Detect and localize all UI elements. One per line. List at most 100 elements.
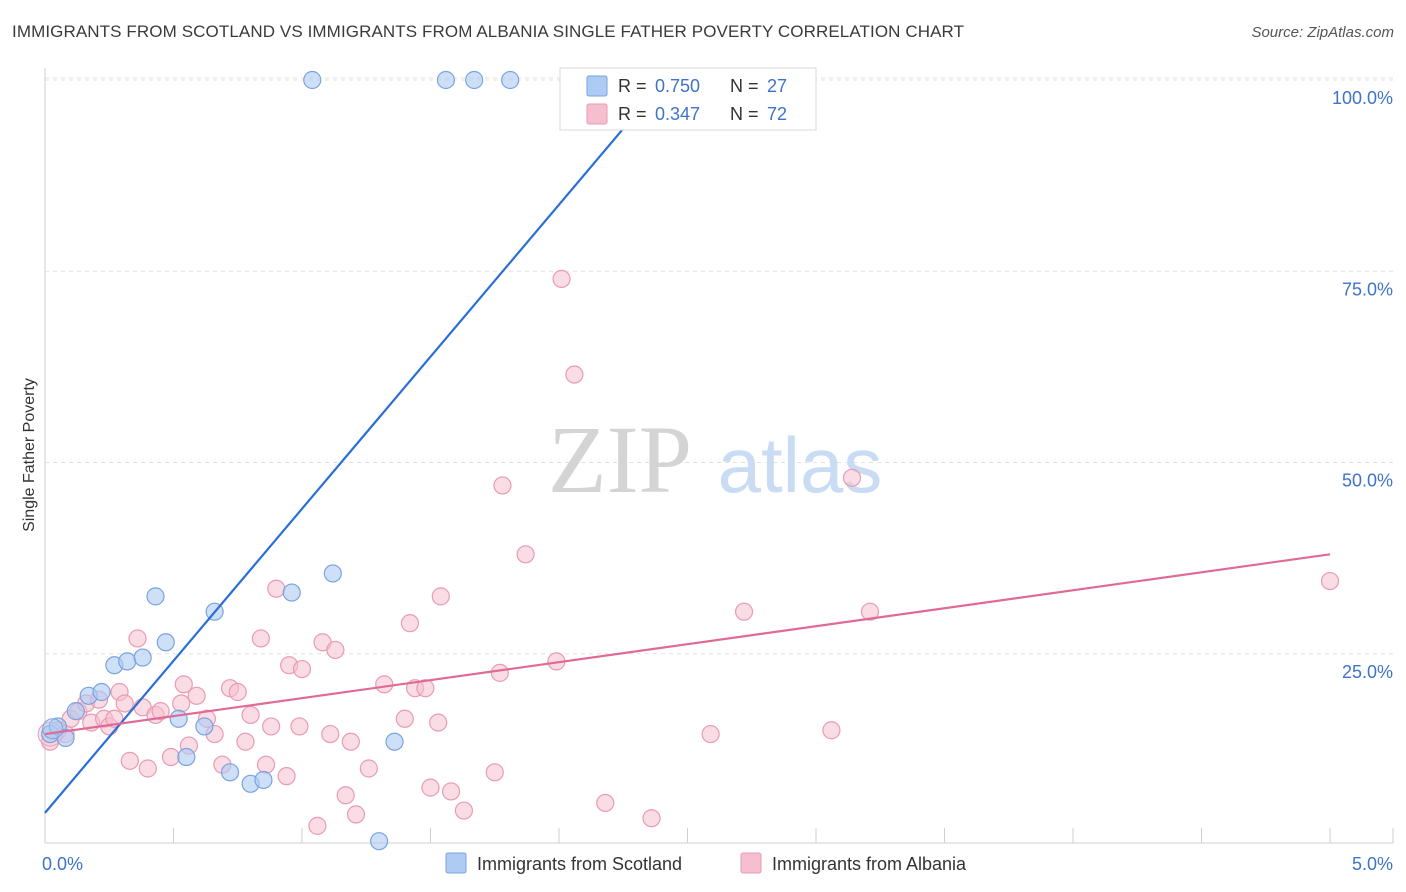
legend-n-value-scotland: 27: [767, 76, 787, 96]
y-tick-labels: 25.0% 50.0% 75.0% 100.0%: [1332, 88, 1393, 682]
y-axis-label: Single Father Poverty: [21, 378, 38, 532]
albania-point: [493, 476, 512, 495]
albania-point: [642, 809, 661, 828]
axes: [44, 68, 1394, 844]
albania-point: [701, 724, 720, 744]
x-tick-label-min: 0.0%: [42, 854, 83, 874]
albania-point: [860, 602, 880, 621]
albania-point: [341, 732, 360, 751]
albania-point: [120, 751, 139, 770]
scotland-point: [156, 633, 175, 652]
albania-point: [172, 694, 191, 713]
source-label: Source: ZipAtlas.com: [1251, 24, 1394, 41]
albania-point: [516, 545, 535, 564]
trend-lines: [44, 79, 1331, 814]
albania-point: [842, 468, 862, 487]
watermark-atlas: atlas: [718, 421, 883, 509]
albania-point: [151, 702, 170, 721]
legend-swatch-scotland: [586, 75, 608, 97]
albania-point: [359, 759, 378, 778]
albania-point: [174, 675, 193, 694]
watermark-zip: ZIP: [548, 406, 692, 513]
scotland-point: [303, 70, 322, 90]
scotland-point: [436, 70, 456, 90]
scotland-point: [118, 652, 137, 671]
y-tick-label: 25.0%: [1342, 662, 1393, 682]
scotland-point: [169, 709, 188, 728]
albania-point: [565, 365, 584, 384]
legend-swatch-albania: [586, 103, 608, 125]
scotland-point: [465, 70, 484, 90]
scotland-cluster-point: [42, 718, 64, 740]
albania-point: [128, 629, 147, 648]
albania-point: [429, 713, 448, 732]
y-tick-label: 50.0%: [1342, 471, 1393, 491]
scotland-trend-line: [44, 79, 666, 814]
albania-point: [454, 801, 474, 820]
legend-n-label-scotland: N =: [730, 76, 759, 96]
albania-point: [228, 682, 247, 702]
legend-r-label-scotland: R =: [618, 76, 647, 96]
albania-point: [596, 793, 615, 813]
albania-point: [485, 763, 504, 782]
x-tick-labels: 0.0% 5.0%: [42, 854, 1393, 874]
scotland-point: [92, 682, 111, 702]
x-tick-label-max: 5.0%: [1352, 854, 1393, 874]
albania-point: [290, 717, 309, 736]
albania-point: [336, 786, 355, 805]
legend-r-value-albania: 0.347: [655, 104, 700, 124]
y-tick-label: 75.0%: [1342, 279, 1393, 299]
albania-point: [267, 579, 286, 598]
legend-n-value-albania: 72: [767, 104, 787, 124]
albania-point: [416, 679, 435, 698]
legend-n-label-albania: N =: [730, 104, 759, 124]
albania-points: [37, 269, 1340, 835]
chart-title: IMMIGRANTS FROM SCOTLAND VS IMMIGRANTS F…: [12, 22, 965, 41]
albania-point: [236, 732, 255, 751]
albania-point: [395, 709, 414, 728]
albania-point: [375, 675, 394, 694]
albania-point: [822, 721, 841, 740]
albania-point: [431, 587, 450, 606]
albania-point: [262, 717, 281, 736]
albania-point: [256, 755, 276, 774]
albania-point: [241, 705, 260, 725]
albania-point: [346, 805, 366, 824]
scotland-point: [177, 747, 196, 767]
scotland-point: [133, 648, 152, 667]
series-legend: Immigrants from Scotland Immigrants from…: [445, 852, 967, 874]
albania-point: [552, 269, 571, 288]
albania-trend-line: [44, 553, 1331, 736]
albania-point: [321, 724, 340, 744]
scotland-point: [323, 564, 342, 583]
scotland-point: [195, 717, 214, 736]
albania-point: [115, 694, 134, 713]
albania-point: [161, 747, 181, 767]
albania-point: [292, 659, 312, 679]
scotland-point: [66, 702, 85, 721]
scotland-point: [220, 763, 240, 782]
bottom-legend-swatch-albania: [740, 852, 762, 874]
scotland-point: [254, 770, 273, 790]
legend-r-value-scotland: 0.750: [655, 76, 700, 96]
correlation-legend: R = 0.750 N = 27 R = 0.347 N = 72: [559, 67, 817, 131]
albania-point: [308, 816, 327, 835]
albania-point: [490, 663, 509, 682]
bottom-legend-swatch-scotland: [445, 852, 467, 874]
grid-lines: [45, 77, 1393, 655]
y-tick-label: 100.0%: [1332, 88, 1393, 108]
albania-point: [187, 686, 206, 705]
scotland-point: [282, 583, 301, 602]
scotland-point: [501, 70, 520, 90]
legend-r-label-albania: R =: [618, 104, 647, 124]
albania-point: [1320, 571, 1340, 591]
albania-point: [277, 767, 296, 786]
bottom-legend-label-scotland: Immigrants from Scotland: [477, 854, 682, 874]
albania-point: [441, 782, 461, 801]
scotland-point: [146, 587, 165, 606]
scotland-point: [370, 832, 389, 851]
albania-point: [400, 614, 420, 633]
scotland-point: [385, 732, 404, 751]
albania-point: [421, 778, 440, 797]
